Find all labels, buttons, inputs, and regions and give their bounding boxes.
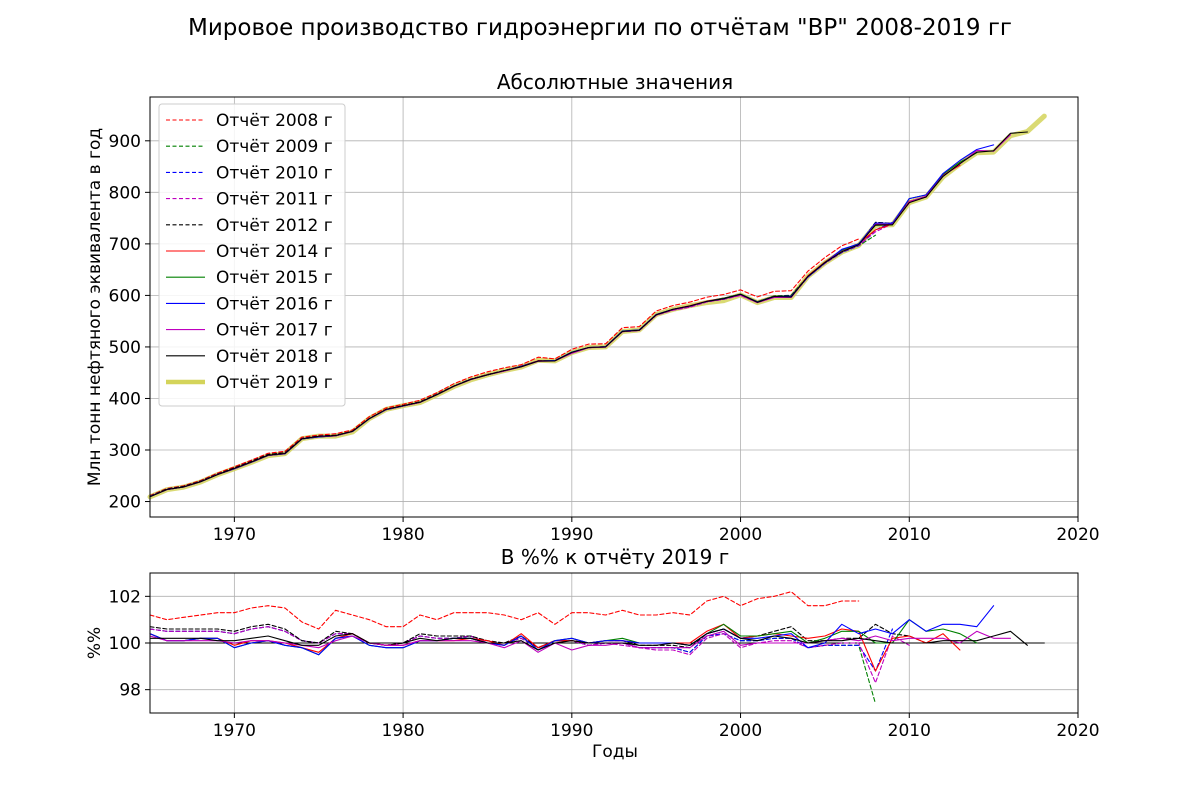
legend: Отчёт 2008 г Отчёт 2009 г Отчёт 2010 г Отчё… bbox=[158, 103, 346, 407]
pct-line-report-2014 bbox=[149, 623, 961, 672]
legend-label: Отчёт 2019 г bbox=[216, 373, 333, 393]
top-x-tick-label: 1970 bbox=[213, 525, 256, 545]
bottom-y-tick-label: 98 bbox=[119, 681, 141, 701]
bottom-axes-title: В %% к отчёту 2019 г bbox=[501, 545, 730, 569]
bottom-y-tick-label: 100 bbox=[109, 634, 141, 654]
top-x-tick-label: 1980 bbox=[381, 525, 424, 545]
top-ticks: 1970 1980 1990 2000 2010 2020 200 300 400 500 600 7… bbox=[109, 132, 1100, 545]
top-y-tick-label: 500 bbox=[109, 338, 141, 358]
bottom-x-tick-label: 1970 bbox=[213, 721, 256, 741]
bottom-x-tick-label: 1980 bbox=[381, 721, 424, 741]
legend-label: Отчёт 2012 г bbox=[216, 216, 333, 236]
top-x-tick-label: 1990 bbox=[550, 525, 593, 545]
pct-line-report-2017 bbox=[149, 630, 1012, 653]
pct-line-report-2012 bbox=[149, 623, 927, 649]
bottom-x-tick-label: 1990 bbox=[550, 721, 593, 741]
top-x-tick-label: 2020 bbox=[1056, 525, 1099, 545]
legend-label: Отчёт 2018 г bbox=[216, 347, 333, 367]
bottom-x-tick-label: 2000 bbox=[719, 721, 762, 741]
pct-line-report-2011 bbox=[149, 626, 910, 684]
top-axes-title: Абсолютные значения bbox=[497, 70, 733, 94]
top-y-tick-label: 200 bbox=[109, 493, 141, 513]
top-x-tick-label: 2010 bbox=[888, 525, 931, 545]
top-x-tick-label: 2000 bbox=[719, 525, 762, 545]
top-y-tick-label: 300 bbox=[109, 441, 141, 461]
pct-line-report-2018 bbox=[149, 628, 1028, 651]
top-y-tick-label: 900 bbox=[109, 132, 141, 152]
bottom-x-tick-label: 2010 bbox=[888, 721, 931, 741]
legend-box bbox=[158, 103, 346, 407]
top-axes-frame bbox=[149, 96, 1079, 518]
bottom-ticks: 1970 1980 1990 2000 2010 2020 98 100 102 bbox=[109, 587, 1100, 741]
bottom-x-axis-label: Годы bbox=[592, 742, 638, 762]
top-y-tick-label: 700 bbox=[109, 235, 141, 255]
legend-label: Отчёт 2015 г bbox=[216, 268, 333, 288]
figure-suptitle: Мировое производство гидроэнергии по отч… bbox=[188, 15, 1012, 41]
bottom-y-axis-label: %% bbox=[85, 627, 105, 659]
legend-label: Отчёт 2008 г bbox=[216, 111, 333, 131]
pct-line-report-2016 bbox=[149, 605, 995, 656]
pct-line-report-2008 bbox=[149, 591, 860, 630]
bottom-y-tick-label: 102 bbox=[109, 587, 141, 607]
legend-label: Отчёт 2009 г bbox=[216, 137, 333, 157]
top-y-axis-label: Млн тонн нефтяного эквивалента в год bbox=[85, 128, 105, 486]
legend-label: Отчёт 2017 г bbox=[216, 321, 333, 341]
top-y-tick-label: 400 bbox=[109, 389, 141, 409]
top-y-tick-label: 800 bbox=[109, 183, 141, 203]
series-line-report-2018 bbox=[149, 131, 1028, 498]
legend-label: Отчёт 2011 г bbox=[216, 190, 333, 210]
legend-label: Отчёт 2010 г bbox=[216, 163, 333, 183]
legend-label: Отчёт 2014 г bbox=[216, 242, 333, 262]
series-line-report-2008 bbox=[149, 238, 860, 497]
bottom-x-tick-label: 2020 bbox=[1056, 721, 1099, 741]
top-plot-lines bbox=[147, 113, 1047, 500]
bottom-plot-lines bbox=[149, 591, 1045, 705]
top-y-tick-label: 600 bbox=[109, 286, 141, 306]
legend-label: Отчёт 2016 г bbox=[216, 294, 333, 314]
